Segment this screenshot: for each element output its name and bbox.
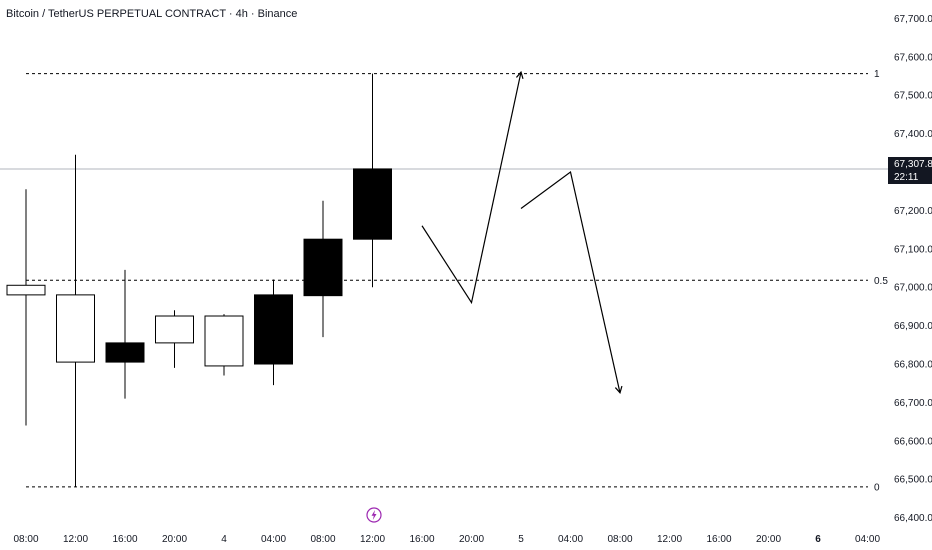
candle <box>353 73 392 288</box>
candles <box>6 73 392 487</box>
projection-path <box>520 170 621 393</box>
time-tick-label: 08:00 <box>607 534 632 545</box>
fib-level-label: 1 <box>874 69 880 80</box>
price-tick-label: 67,400.0 <box>894 129 932 140</box>
projection-arrowhead <box>614 385 623 395</box>
time-tick-label: 12:00 <box>657 534 682 545</box>
last-price-badge: 67,307.8 22:11 <box>888 157 932 184</box>
time-tick-label: 20:00 <box>756 534 781 545</box>
candle-body <box>353 168 392 240</box>
fib-level-label: 0 <box>874 482 880 493</box>
fib-levels: 10.50 <box>26 69 888 493</box>
time-tick-label: 12:00 <box>63 534 88 545</box>
price-tick-label: 66,700.0 <box>894 398 932 409</box>
candle <box>6 189 46 426</box>
candle <box>254 279 293 386</box>
time-tick-label: 6 <box>815 534 821 545</box>
lightning-icon[interactable] <box>366 507 382 523</box>
projection-arrowhead <box>515 70 524 80</box>
candle-body <box>254 294 293 365</box>
candle <box>303 200 343 338</box>
time-tick-label: 16:00 <box>706 534 731 545</box>
price-axis: 67,700.067,600.067,500.067,400.067,300.0… <box>894 14 932 524</box>
time-tick-label: 04:00 <box>855 534 880 545</box>
price-tick-label: 66,500.0 <box>894 475 932 486</box>
time-axis: 08:00 12:00 16:00 20:00 4 04:00 08:00 12:00 16:0… <box>13 534 880 545</box>
time-tick-label: 04:00 <box>261 534 286 545</box>
time-tick-label: 4 <box>221 534 227 545</box>
price-tick-label: 66,400.0 <box>894 513 932 524</box>
candle-body <box>6 284 46 296</box>
time-tick-label: 20:00 <box>162 534 187 545</box>
price-tick-label: 67,700.0 <box>894 14 932 25</box>
candle-body <box>155 315 194 344</box>
time-tick-label: 08:00 <box>13 534 38 545</box>
candle-body <box>105 342 145 363</box>
fib-level-label: 0.5 <box>874 276 888 287</box>
candle <box>105 269 145 399</box>
last-price-value: 67,307.8 <box>894 159 932 170</box>
time-tick-label: 12:00 <box>360 534 385 545</box>
projection-path <box>421 72 522 305</box>
price-tick-label: 66,900.0 <box>894 321 932 332</box>
time-tick-label: 5 <box>518 534 524 545</box>
price-tick-label: 67,200.0 <box>894 206 932 217</box>
time-tick-label: 16:00 <box>112 534 137 545</box>
time-tick-label: 20:00 <box>459 534 484 545</box>
candle-body <box>56 294 95 363</box>
time-tick-label: 04:00 <box>558 534 583 545</box>
price-tick-label: 66,600.0 <box>894 436 932 447</box>
price-tick-label: 67,100.0 <box>894 244 932 255</box>
candle-body <box>204 315 244 367</box>
candle <box>204 314 244 376</box>
price-tick-label: 66,800.0 <box>894 360 932 371</box>
candle-body <box>303 238 343 297</box>
price-tick-label: 67,600.0 <box>894 52 932 63</box>
candle <box>56 154 95 487</box>
time-tick-label: 08:00 <box>310 534 335 545</box>
chart-title: Bitcoin / TetherUS PERPETUAL CONTRACT · … <box>6 8 298 20</box>
candle <box>155 310 194 368</box>
bar-countdown: 22:11 <box>894 172 919 183</box>
price-tick-label: 67,500.0 <box>894 91 932 102</box>
projection-drawing <box>421 70 623 395</box>
price-tick-label: 67,000.0 <box>894 283 932 294</box>
time-tick-label: 16:00 <box>409 534 434 545</box>
